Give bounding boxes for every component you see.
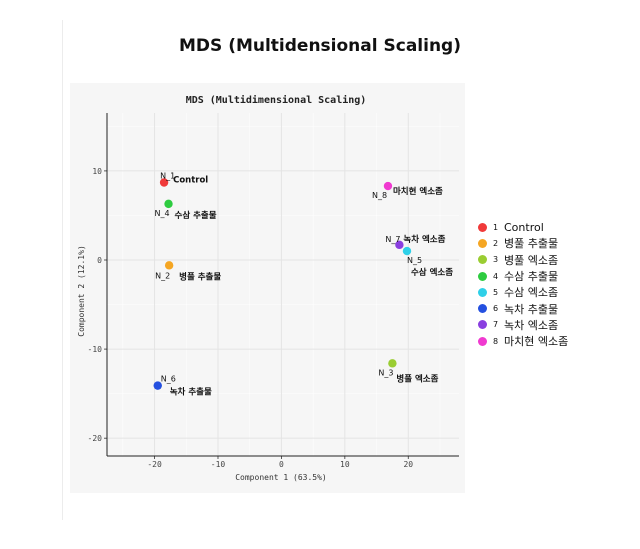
page-title: MDS (Multidensional Scaling) <box>179 36 461 56</box>
legend-label: 마치현 엑소좀 <box>504 335 569 349</box>
point-name-label: 수삼 엑소좀 <box>411 267 453 278</box>
legend-label: 녹차 엑소좀 <box>504 318 559 332</box>
legend-item: 1 Control <box>478 219 628 235</box>
legend-number: 8 <box>493 336 499 346</box>
point-n-2 <box>164 261 174 270</box>
legend-number: 7 <box>493 320 499 330</box>
point-n-4 <box>164 199 173 209</box>
point-name-label: 녹차 추출물 <box>170 387 212 398</box>
legend-number: 6 <box>493 304 499 314</box>
page-divider <box>62 20 63 520</box>
legend-label: 수삼 추출물 <box>504 270 559 284</box>
legend-label: 병풀 추출물 <box>504 237 559 251</box>
legend-number: 4 <box>493 271 499 281</box>
y-tick-label: -20 <box>88 434 103 443</box>
legend-swatch <box>478 304 487 314</box>
legend-swatch <box>478 255 487 265</box>
legend-swatch <box>478 271 487 281</box>
point-name-label: 마치현 엑소좀 <box>393 186 443 197</box>
legend-label: 수삼 엑소좀 <box>504 286 559 300</box>
point-name-label: 병풀 엑소좀 <box>396 373 438 384</box>
legend-item: 5 수삼 엑소좀 <box>478 284 628 300</box>
legend-item: 3 병풀 엑소좀 <box>478 252 628 268</box>
point-name-label: 수삼 추출물 <box>175 210 217 221</box>
legend-item: 7 녹차 엑소좀 <box>478 317 628 333</box>
x-tick-label: 20 <box>403 460 413 469</box>
legend-item: 2 병풀 추출물 <box>478 235 628 251</box>
y-tick-label: -10 <box>88 345 103 354</box>
point-id-label: N_6 <box>161 375 176 384</box>
x-tick-label: 0 <box>279 460 284 469</box>
point-name-label: 녹차 엑소좀 <box>403 234 445 245</box>
x-tick-label: -10 <box>211 460 226 469</box>
point-id-label: N_1 <box>160 171 175 180</box>
legend-number: 2 <box>493 238 499 248</box>
mds-scatter-plot: MDS (Multidimensional Scaling) -20 -10 0 10… <box>77 94 459 482</box>
legend-swatch <box>478 336 487 346</box>
legend-label: 녹차 추출물 <box>504 302 559 316</box>
legend-swatch <box>478 320 487 330</box>
legend-label: 병풀 엑소좀 <box>504 253 559 267</box>
x-tick-label: -20 <box>147 460 162 469</box>
legend-item: 6 녹차 추출물 <box>478 300 628 316</box>
legend-item: 4 수삼 추출물 <box>478 268 628 284</box>
legend: 1 Control 2 병풀 추출물 3 병풀 엑소좀 4 수삼 추출물 5 수삼 엑소좀 6 녹차 … <box>478 219 628 349</box>
legend-swatch <box>478 238 487 248</box>
point-id-label: N_7 <box>385 235 400 244</box>
chart-title: MDS (Multidimensional Scaling) <box>186 94 367 106</box>
legend-number: 3 <box>493 255 499 265</box>
point-id-label: N_8 <box>372 191 387 200</box>
legend-swatch <box>478 222 487 232</box>
point-id-label: N_4 <box>155 209 170 218</box>
x-tick-label: 10 <box>340 460 350 469</box>
axes: -20 -10 0 10 20 -20 -10 0 10 <box>88 113 459 469</box>
y-tick-label: 10 <box>92 167 102 176</box>
point-n-8 <box>383 181 393 191</box>
point-n-3 <box>388 359 397 368</box>
grid-lines <box>107 113 459 456</box>
y-axis-label: Component 2 (12.1%) <box>77 245 86 337</box>
legend-label: Control <box>504 220 544 234</box>
point-name-label: 병풀 추출물 <box>179 271 221 282</box>
point-n-6 <box>153 381 162 390</box>
x-axis-label: Component 1 (63.5%) <box>235 473 327 482</box>
point-n-7 <box>395 240 404 250</box>
legend-swatch <box>478 287 487 297</box>
legend-number: 1 <box>493 222 499 232</box>
legend-item: 8 마치현 엑소좀 <box>478 333 628 349</box>
chart-panel: MDS (Multidimensional Scaling) -20 -10 0 10… <box>70 83 465 493</box>
y-tick-label: 0 <box>97 256 102 265</box>
point-n-1 <box>159 178 169 187</box>
point-id-label: N_3 <box>378 368 393 377</box>
point-id-label: N_5 <box>407 256 422 265</box>
point-n-5 <box>402 246 412 256</box>
legend-number: 5 <box>493 287 499 297</box>
point-name-label: Control <box>173 175 208 185</box>
point-id-label: N_2 <box>155 271 170 280</box>
